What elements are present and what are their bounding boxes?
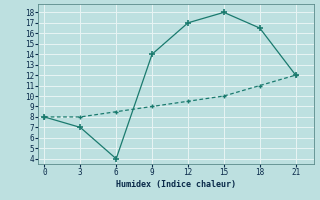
- X-axis label: Humidex (Indice chaleur): Humidex (Indice chaleur): [116, 180, 236, 189]
